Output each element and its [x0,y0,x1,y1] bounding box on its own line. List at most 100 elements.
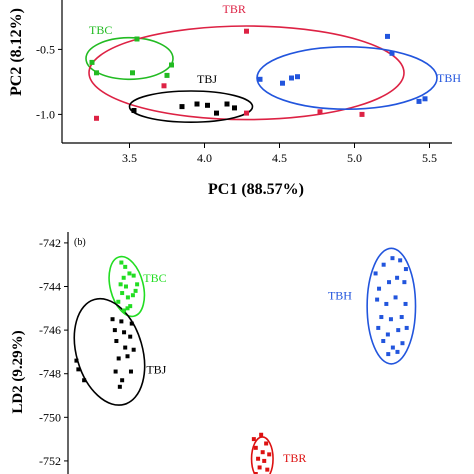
pca-x-tick-label: 4.5 [272,151,287,165]
lda-point-tbj [120,378,125,383]
lda-point-tbc [125,306,130,311]
lda-label-tbr: TBR [283,451,306,465]
lda-point-tbc [123,264,128,269]
pca-point-tbh [389,50,395,56]
lda-panel-tag: (b) [74,237,86,248]
pca-label-tbj: TBJ [197,72,217,86]
lda-point-tbh [379,315,384,320]
lda-point-tbj [110,317,115,322]
pca-ellipse-tbr [88,25,405,121]
lda-point-tbr [264,441,269,446]
lda-point-tbj [128,334,133,339]
lda-y-tick-label: -746 [39,323,61,337]
lda-label-tbj: TBJ [146,363,166,377]
pca-point-tbr [161,83,167,89]
lda-point-tbh [396,328,401,333]
lda-panel: -742 -744 -746 -748 -750 -752 TBC TBJ TBH TBR (b… [10,232,417,474]
pca-point-tbj [205,102,210,108]
lda-point-tbh [403,267,408,272]
lda-point-tbj [76,367,81,372]
lda-point-tbh [399,315,404,320]
pca-point-tbh [422,96,428,102]
pca-x-tick-label: 5.5 [422,151,437,165]
pca-y-tick-label: -1.0 [36,107,55,121]
lda-y-tick-label: -748 [39,367,61,381]
pca-point-tbc [130,70,135,76]
lda-point-tbc [130,293,135,298]
pca-point-tbh [289,75,294,81]
lda-point-tbc [118,282,123,287]
lda-point-tbh [381,262,386,267]
lda-point-tbc [119,260,124,265]
lda-point-tbj [116,356,121,361]
pca-point-tbj [131,108,137,113]
pca-label-tbc: TBC [89,23,112,37]
lda-point-tbh [376,325,381,330]
pca-y-axis-title: PC2 (8.12%) [8,8,25,96]
lda-point-tbr [265,467,270,472]
lda-point-tbr [259,432,264,437]
lda-label-tbh: TBH [328,289,352,303]
lda-points [74,256,409,474]
lda-point-tbc [133,288,138,293]
pca-group-labels: TBC TBR TBJ TBH [89,2,461,86]
lda-point-tbj [131,347,136,352]
lda-y-tick-label: -752 [39,454,61,468]
lda-point-tbc [120,291,125,296]
lda-point-tbh [390,256,395,261]
pca-x-tick-label: 3.5 [122,151,137,165]
lda-point-tbh [398,258,403,263]
pca-point-tbj [194,101,200,107]
lda-point-tbj [117,384,122,389]
lda-point-tbh [400,341,405,346]
pca-point-tbr [317,109,323,115]
pca-point-tbc [94,70,99,76]
lda-label-tbc: TBC [143,271,166,285]
lda-point-tbj [123,345,128,350]
lda-point-tbr [253,445,258,450]
lda-point-tbh [386,352,391,357]
pca-point-tbr [94,115,99,121]
lda-point-tbc [128,304,133,309]
pca-point-tbh [295,74,300,80]
lda-point-tbh [377,286,382,291]
lda-point-tbc [122,308,127,313]
pca-point-tbr [359,111,365,117]
pca-point-tbc [169,62,174,68]
lda-point-tbj [113,369,118,374]
lda-point-tbh [393,295,398,300]
lda-point-tbh [404,325,409,330]
pca-point-tbh [257,76,263,82]
pca-point-tbc [89,59,95,65]
lda-point-tbr [257,465,262,470]
pca-point-tbc [164,72,170,78]
lda-point-tbc [123,284,128,289]
pca-x-tick-label: 5.0 [347,151,362,165]
pca-point-tbj [224,101,230,107]
lda-ticks: -742 -744 -746 -748 -750 -752 [39,236,68,468]
lda-point-tbr [267,452,272,457]
lda-y-tick-label: -744 [39,280,61,294]
lda-y-axis-title: LD2 (9.29%) [10,330,26,413]
pca-panel: 3.5 4.0 4.5 5.0 5.5 -0.5 -1.0 TBC TBR TBJ TBH PC1… [8,0,461,198]
lda-point-tbh [375,297,380,302]
lda-point-tbh [388,317,393,322]
lda-point-tbh [395,349,400,354]
lda-y-tick-label: -750 [39,410,61,424]
lda-point-tbj [74,358,79,363]
lda-point-tbr [253,472,258,474]
pca-point-tbj [179,104,185,110]
pca-point-tbh [280,80,285,86]
lda-point-tbj [125,354,130,359]
lda-point-tbh [381,339,386,344]
pca-point-tbj [214,110,219,116]
lda-ellipse-tbh [366,247,417,365]
lda-point-tbc [125,295,130,300]
pca-point-tbj [232,105,237,111]
lda-point-tbc [127,271,132,276]
lda-point-tbj [114,339,119,344]
lda-point-tbc [121,275,126,280]
lda-y-tick-label: -742 [39,236,61,250]
lda-point-tbh [395,275,400,280]
